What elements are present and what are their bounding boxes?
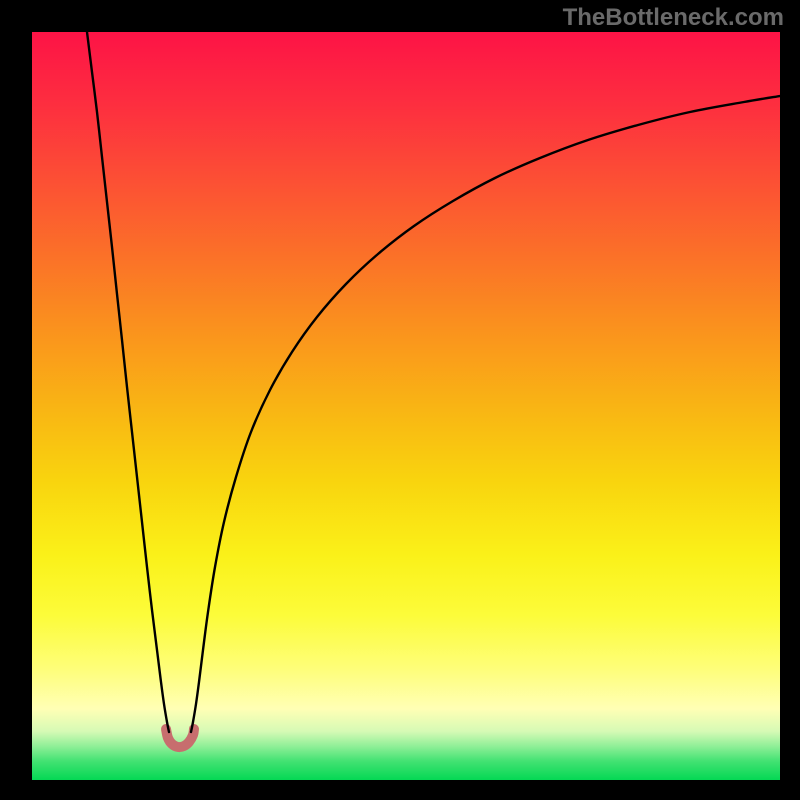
stage: TheBottleneck.com	[0, 0, 800, 800]
watermark-text: TheBottleneck.com	[563, 4, 784, 32]
plot-svg	[32, 32, 780, 780]
plot-background	[32, 32, 780, 780]
plot-area	[32, 32, 780, 780]
